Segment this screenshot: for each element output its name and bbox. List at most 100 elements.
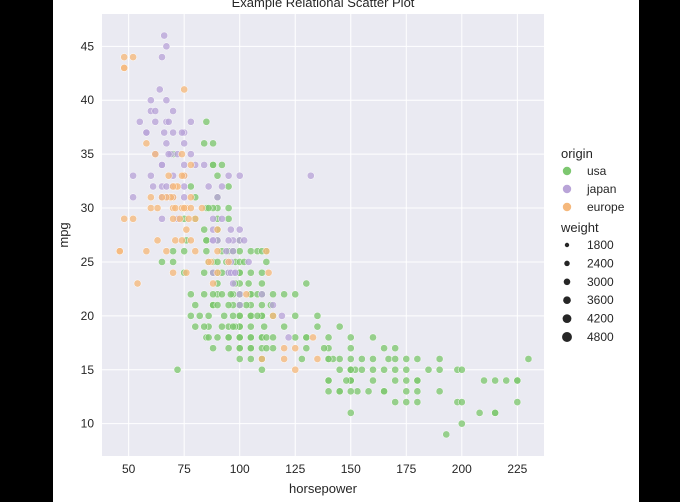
data-point-europe <box>191 247 200 256</box>
data-point-usa <box>435 387 444 396</box>
data-point-japan <box>200 161 209 169</box>
legend-size-title: weight <box>560 220 599 235</box>
data-point-europe <box>180 204 189 212</box>
data-point-europe <box>120 64 129 72</box>
data-point-europe <box>291 365 300 374</box>
data-point-usa <box>258 279 266 288</box>
scatter-chart: 50 75 100 125 150 175 200 225 10 15 20 25 30 35 40 45 E… <box>56 0 625 496</box>
data-point-usa <box>369 376 377 385</box>
data-point-usa <box>391 398 400 406</box>
data-point-usa <box>169 247 177 256</box>
data-point-europe <box>158 193 166 202</box>
data-point-usa <box>491 376 499 385</box>
data-point-europe <box>178 236 186 245</box>
data-point-europe <box>120 214 129 223</box>
data-point-europe <box>164 171 173 180</box>
figure-canvas: 50 75 100 125 150 175 200 225 10 15 20 25 30 35 40 45 E… <box>53 0 639 502</box>
data-point-usa <box>346 409 355 417</box>
data-point-usa <box>202 117 211 126</box>
data-point-europe <box>169 182 177 191</box>
y-tick-label: 40 <box>81 93 95 107</box>
x-tick-label: 175 <box>396 462 416 476</box>
data-point-usa <box>413 387 422 396</box>
data-point-usa <box>402 398 411 406</box>
data-point-japan <box>284 333 293 342</box>
tick-labels: 50 75 100 125 150 175 200 225 10 15 20 25 30 35 40 45 <box>81 39 528 476</box>
data-point-usa <box>413 355 422 363</box>
data-point-usa <box>491 409 499 417</box>
y-tick-label: 20 <box>81 309 95 323</box>
data-point-japan <box>158 214 166 223</box>
data-point-usa <box>200 225 209 234</box>
data-point-usa <box>262 333 271 342</box>
data-point-usa <box>513 398 522 406</box>
data-point-usa <box>324 333 333 342</box>
data-point-japan <box>204 182 213 191</box>
data-point-usa <box>246 268 255 277</box>
data-point-usa <box>369 355 377 363</box>
data-point-usa <box>202 247 211 256</box>
data-point-japan <box>235 290 244 299</box>
data-point-europe <box>178 150 186 158</box>
legend-size-label: 4200 <box>587 312 614 326</box>
data-point-japan <box>180 193 189 202</box>
data-point-japan <box>213 193 222 202</box>
data-point-europe <box>186 236 195 245</box>
data-point-japan <box>231 268 240 277</box>
data-point-japan <box>164 150 173 158</box>
data-point-usa <box>195 312 204 320</box>
data-point-europe <box>280 355 288 363</box>
y-tick-label: 25 <box>81 255 95 269</box>
data-point-japan <box>162 96 171 105</box>
legend-size-marker <box>564 260 570 267</box>
data-point-japan <box>142 128 151 137</box>
data-point-usa <box>402 387 411 396</box>
data-point-usa <box>191 301 200 309</box>
data-point-europe <box>147 204 155 212</box>
data-point-japan <box>224 171 233 180</box>
data-point-usa <box>204 312 213 320</box>
data-point-europe <box>147 193 155 202</box>
data-point-europe <box>184 214 193 223</box>
data-point-usa <box>213 171 222 180</box>
data-point-europe <box>191 214 200 223</box>
data-point-europe <box>213 225 222 234</box>
data-point-europe <box>133 279 142 288</box>
data-point-japan <box>178 128 186 137</box>
data-point-usa <box>200 290 209 299</box>
legend-size-label: 2400 <box>587 256 614 270</box>
plot-background <box>102 14 544 456</box>
data-point-usa <box>280 290 288 299</box>
data-point-japan <box>162 182 171 191</box>
data-point-usa <box>324 387 333 396</box>
data-point-europe <box>213 247 222 256</box>
data-point-usa <box>369 333 377 342</box>
data-point-usa <box>402 376 411 385</box>
data-point-usa <box>158 258 166 266</box>
data-point-japan <box>240 236 249 245</box>
data-point-europe <box>153 204 162 212</box>
data-point-usa <box>324 355 333 363</box>
data-point-usa <box>209 161 217 169</box>
data-point-japan <box>209 214 217 223</box>
data-point-japan <box>164 117 173 126</box>
data-point-usa <box>258 268 266 277</box>
data-point-usa <box>369 365 377 374</box>
data-point-usa <box>186 182 195 191</box>
data-point-usa <box>224 214 233 223</box>
data-point-usa <box>209 139 217 148</box>
data-point-usa <box>220 312 229 320</box>
data-point-usa <box>346 344 355 353</box>
data-point-usa <box>229 322 237 331</box>
data-point-usa <box>457 419 466 428</box>
x-axis-label: horsepower <box>289 481 358 496</box>
data-point-usa <box>224 301 233 309</box>
data-point-usa <box>380 344 388 353</box>
x-tick-label: 50 <box>122 462 136 476</box>
legend-label-usa: usa <box>587 164 607 178</box>
data-point-usa <box>246 247 255 256</box>
data-point-europe <box>162 247 171 256</box>
data-point-usa <box>335 387 344 396</box>
legend-size-label: 1800 <box>587 238 614 252</box>
data-point-usa <box>169 258 177 266</box>
